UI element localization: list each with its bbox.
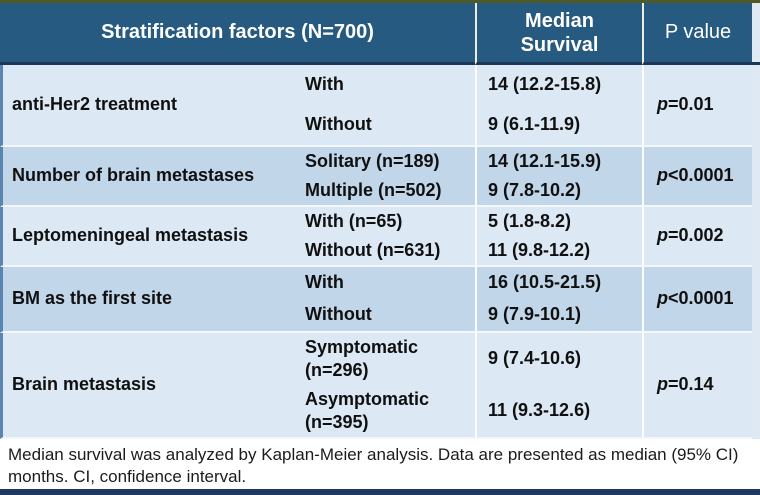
header-median-survival: Median Survival xyxy=(475,3,642,65)
subgroup-label: Asymptomatic (n=395) xyxy=(305,388,430,432)
row-subgroups-anti-her2: With Without xyxy=(302,65,475,147)
median-value: 9 (7.4-10.6) xyxy=(488,348,582,369)
median-value: 16 (10.5-21.5) xyxy=(488,272,602,293)
header-p-value-label: P value xyxy=(664,21,732,43)
footnote-line1: Median survival was analyzed by Kaplan-M… xyxy=(8,445,739,464)
row-edge-strip xyxy=(752,207,760,267)
row-medians-anti-her2: 14 (12.2-15.8) 9 (6.1-11.9) xyxy=(475,65,642,147)
p-symbol: p xyxy=(657,94,668,115)
p-value-text: =0.002 xyxy=(668,225,724,246)
subgroup-label: Symptomatic (n=296) xyxy=(305,336,419,380)
p-symbol: p xyxy=(657,288,668,309)
median-value: 14 (12.1-15.9) xyxy=(488,150,602,171)
median-value: 9 (7.8-10.2) xyxy=(488,179,582,200)
footnote-line2: months. CI, confidence interval. xyxy=(8,467,247,486)
row-medians-bm-first-site: 16 (10.5-21.5) 9 (7.9-10.1) xyxy=(475,267,642,333)
p-value-text: <0.0001 xyxy=(668,288,734,309)
p-value-text: =0.14 xyxy=(668,374,714,395)
row-medians-brain-metastasis: 9 (7.4-10.6) 11 (9.3-12.6) xyxy=(475,333,642,439)
row-pvalue-number-of-bm: p <0.0001 xyxy=(642,147,752,207)
header-edge-strip xyxy=(752,3,760,65)
row-pvalue-brain-metastasis: p =0.14 xyxy=(642,333,752,439)
row-medians-leptomeningeal: 5 (1.8-8.2) 11 (9.8-12.2) xyxy=(475,207,642,267)
header-stratification-factors: Stratification factors (N=700) xyxy=(0,3,475,65)
subgroup-label: With (n=65) xyxy=(305,210,403,231)
median-value: 14 (12.2-15.8) xyxy=(488,74,602,95)
row-subgroups-bm-first-site: With Without xyxy=(302,267,475,333)
median-value: 11 (9.3-12.6) xyxy=(488,400,591,421)
subgroup-label: With xyxy=(305,74,344,95)
top-border xyxy=(0,0,760,3)
row-pvalue-anti-her2: p =0.01 xyxy=(642,65,752,147)
row-factor-anti-her2: anti-Her2 treatment xyxy=(0,65,302,147)
subgroup-label: Multiple (n=502) xyxy=(305,179,442,200)
p-value-text: =0.01 xyxy=(668,94,714,115)
subgroup-label: With xyxy=(305,272,344,293)
row-edge-strip xyxy=(752,267,760,333)
subgroup-label: Solitary (n=189) xyxy=(305,150,440,171)
median-value: 11 (9.8-12.2) xyxy=(488,239,591,260)
row-subgroups-number-of-bm: Solitary (n=189) Multiple (n=502) xyxy=(302,147,475,207)
p-value-text: <0.0001 xyxy=(668,165,734,186)
header-stratification-label: Stratification factors (N=700) xyxy=(101,21,374,43)
row-factor-leptomeningeal: Leptomeningeal metastasis xyxy=(0,207,302,267)
bottom-border xyxy=(0,489,760,495)
row-subgroups-leptomeningeal: With (n=65) Without (n=631) xyxy=(302,207,475,267)
row-factor-brain-metastasis: Brain metastasis xyxy=(0,333,302,439)
header-p-value: P value xyxy=(642,3,752,65)
subgroup-label: Without (n=631) xyxy=(305,239,441,260)
row-edge-strip xyxy=(752,147,760,207)
row-edge-strip xyxy=(752,333,760,439)
row-factor-number-of-bm: Number of brain metastases xyxy=(0,147,302,207)
row-pvalue-bm-first-site: p <0.0001 xyxy=(642,267,752,333)
survival-table: Stratification factors (N=700) Median Su… xyxy=(0,3,760,439)
p-symbol: p xyxy=(657,165,668,186)
median-value: 9 (6.1-11.9) xyxy=(488,114,581,135)
p-symbol: p xyxy=(657,225,668,246)
row-factor-bm-first-site: BM as the first site xyxy=(0,267,302,333)
median-value: 9 (7.9-10.1) xyxy=(488,304,582,325)
subgroup-label: Without xyxy=(305,114,372,135)
row-edge-strip xyxy=(752,65,760,147)
header-median-line2: Survival xyxy=(520,33,599,56)
p-symbol: p xyxy=(657,374,668,395)
table-footnote: Median survival was analyzed by Kaplan-M… xyxy=(0,439,760,489)
header-median-line1: Median xyxy=(525,9,594,32)
subgroup-label: Without xyxy=(305,304,372,325)
median-value: 5 (1.8-8.2) xyxy=(488,210,572,231)
row-pvalue-leptomeningeal: p =0.002 xyxy=(642,207,752,267)
row-medians-number-of-bm: 14 (12.1-15.9) 9 (7.8-10.2) xyxy=(475,147,642,207)
row-subgroups-brain-metastasis: Symptomatic (n=296) Asymptomatic (n=395) xyxy=(302,333,475,439)
